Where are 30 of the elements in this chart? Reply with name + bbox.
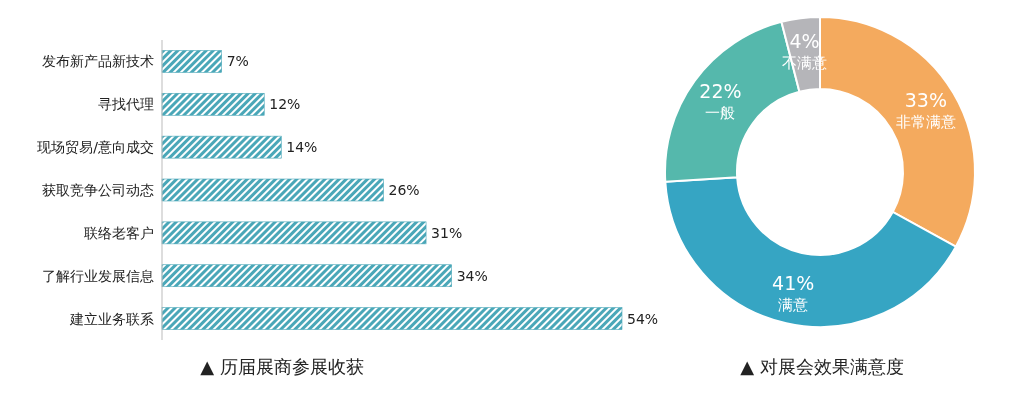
bar (161, 178, 384, 202)
data-label: 12% (269, 96, 301, 113)
y-tick-label: 了解行业发展信息 (42, 267, 154, 284)
slice-label: 满意 (778, 296, 809, 315)
y-tick-label: 联络老客户 (84, 224, 154, 241)
y-tick-label: 寻找代理 (98, 96, 154, 113)
text: ▲ 对展会效果满意度 (740, 356, 904, 377)
bar (161, 92, 265, 116)
slice-label: 一般 (705, 103, 736, 122)
data-label: 14% (286, 139, 318, 156)
data-label: 7% (226, 53, 249, 70)
y-tick-label: 获取竞争公司动态 (42, 182, 154, 198)
data-label: 22% (699, 79, 742, 102)
bar (161, 221, 427, 245)
data-label: 54% (627, 310, 659, 327)
data-label: 4% (789, 29, 820, 52)
slice-label: 非常满意 (895, 113, 956, 132)
data-label: 41% (772, 272, 815, 295)
data-label: 26% (388, 182, 420, 198)
bar (161, 135, 282, 159)
bar (161, 307, 623, 330)
y-tick-label: 发布新产品新技术 (42, 53, 154, 70)
y-tick-label: 建立业务联系 (69, 310, 154, 327)
y-tick-label: 现场贸易/意向成交 (37, 139, 154, 156)
data-label: 31% (431, 224, 463, 241)
text: ▲ 历届展商参展收获 (200, 356, 364, 377)
data-label: 33% (904, 89, 947, 112)
bar (161, 264, 452, 288)
data-label: 34% (456, 267, 488, 284)
bar (161, 50, 222, 73)
